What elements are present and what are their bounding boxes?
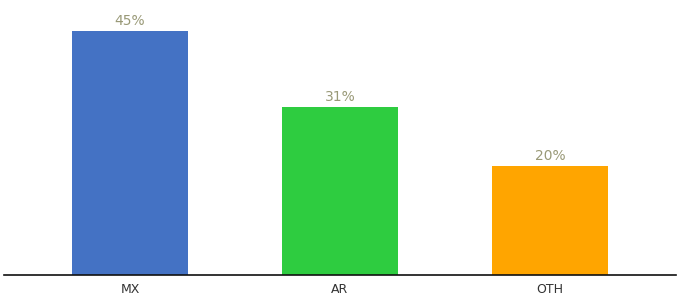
Text: 20%: 20% [534,149,565,163]
Bar [72,31,188,274]
Text: 45%: 45% [115,14,146,28]
Text: 31%: 31% [324,90,356,104]
Bar [282,107,398,274]
Bar [492,167,608,274]
